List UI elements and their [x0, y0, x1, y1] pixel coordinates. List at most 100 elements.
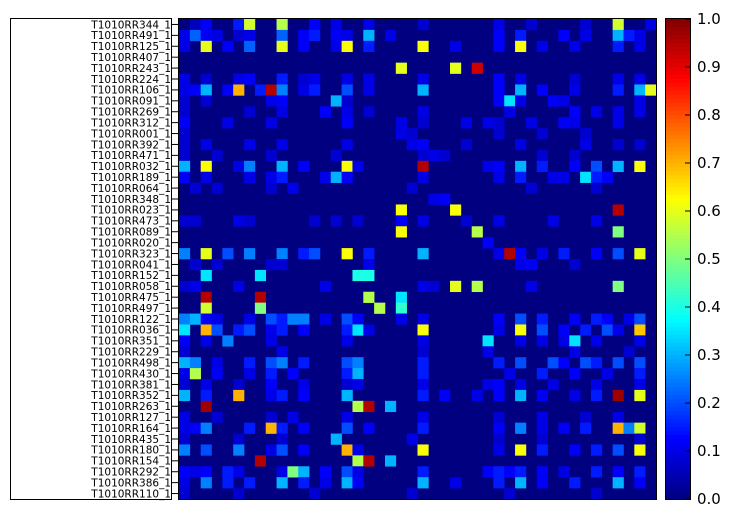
heatmap-cell	[580, 324, 592, 336]
heatmap-cell	[222, 477, 234, 489]
heatmap-cell	[309, 73, 321, 85]
heatmap-cell	[504, 466, 516, 478]
heatmap-cell	[580, 19, 592, 31]
heatmap-cell	[590, 160, 603, 173]
colorbar-segment	[666, 147, 690, 152]
heatmap-cell	[189, 215, 201, 227]
colorbar-segment	[666, 467, 690, 472]
heatmap-cell	[612, 357, 624, 369]
heatmap-cell	[200, 171, 212, 183]
heatmap-cell	[244, 160, 256, 173]
colorbar-segment	[666, 343, 690, 348]
heatmap-cell	[569, 477, 581, 489]
heatmap-cell	[612, 29, 624, 42]
row-label: T1010RR263_1	[90, 401, 171, 413]
heatmap-cell	[200, 84, 212, 96]
heatmap-cell	[536, 411, 548, 423]
heatmap-cell	[515, 29, 527, 42]
heatmap-cell	[515, 40, 527, 53]
heatmap-cell	[590, 215, 603, 227]
heatmap-cell	[341, 411, 353, 423]
colorbar-segment	[666, 335, 690, 340]
heatmap-cell	[222, 117, 234, 129]
heatmap-cell	[189, 422, 201, 434]
colorbar-tick-label: 0.0	[697, 490, 721, 508]
colorbar-segment	[666, 327, 690, 332]
heatmap-cell	[211, 368, 223, 380]
heatmap-cell	[482, 379, 494, 391]
heatmap-cell	[298, 160, 310, 173]
heatmap-cell	[330, 19, 342, 31]
colorbar-segment	[666, 135, 690, 140]
colorbar-segment	[666, 359, 690, 364]
colorbar-segment	[666, 211, 690, 216]
heatmap-cell	[547, 171, 559, 183]
heatmap-cell	[233, 160, 245, 173]
row-label: T1010RR110_1	[90, 488, 171, 500]
colorbar-segment	[666, 271, 690, 276]
heatmap-cell	[179, 149, 191, 162]
heatmap-cell	[298, 84, 310, 96]
heatmap-cell	[330, 433, 342, 445]
heatmap-cell	[536, 433, 548, 445]
colorbar-segment	[666, 419, 690, 424]
colorbar-segment	[666, 39, 690, 44]
heatmap-cell	[493, 466, 505, 478]
heatmap-cell	[558, 357, 570, 369]
heatmap-cell	[417, 149, 429, 162]
heatmap-cell	[601, 171, 613, 183]
heatmap-cell	[590, 389, 603, 402]
heatmap-cell	[450, 62, 462, 74]
heatmap-cell	[612, 84, 624, 96]
colorbar-segment	[666, 51, 690, 56]
heatmap-cell	[287, 411, 299, 423]
colorbar-segment	[666, 483, 690, 488]
heatmap-cell	[493, 248, 505, 260]
heatmap-cell	[395, 291, 407, 303]
heatmap-cell	[558, 29, 570, 42]
colorbar-tick-label: 0.6	[697, 202, 721, 220]
heatmap-cell	[612, 106, 624, 118]
heatmap-cell	[276, 357, 288, 369]
heatmap-cell	[298, 73, 310, 85]
heatmap-cell	[634, 357, 646, 369]
heatmap-cell	[319, 106, 332, 118]
heatmap-cell	[319, 313, 332, 325]
colorbar-segment	[666, 463, 690, 468]
heatmap-cell	[515, 466, 527, 478]
heatmap-cell	[265, 117, 277, 129]
heatmap-cell	[515, 73, 527, 85]
colorbar-segment	[666, 95, 690, 100]
colorbar-segment	[666, 99, 690, 104]
heatmap-cell	[558, 117, 570, 129]
heatmap-cell	[406, 433, 418, 445]
heatmap-cell	[265, 422, 277, 434]
heatmap-cell	[493, 389, 505, 402]
row-label: T1010RR351_1	[90, 336, 171, 348]
heatmap-cell	[265, 335, 277, 347]
heatmap-cell	[341, 95, 353, 107]
heatmap-cell	[211, 411, 223, 423]
heatmap-cell	[634, 379, 646, 391]
heatmap-cell	[352, 357, 364, 369]
heatmap-cell	[309, 29, 321, 42]
heatmap-cell	[179, 379, 191, 391]
colorbar-segment	[666, 307, 690, 312]
heatmap-cell	[200, 95, 212, 107]
heatmap-cell	[309, 488, 321, 500]
row-label: T1010RR471_1	[90, 150, 171, 162]
heatmap-cell	[515, 422, 527, 434]
heatmap-cell	[352, 477, 364, 489]
heatmap-cell	[265, 95, 277, 107]
heatmap-cell	[341, 389, 353, 402]
colorbar-segment	[666, 423, 690, 428]
heatmap-cell	[634, 335, 646, 347]
colorbar-segment	[666, 175, 690, 180]
heatmap-cell	[590, 379, 603, 391]
heatmap-cell	[580, 357, 592, 369]
heatmap-cell	[352, 313, 364, 325]
colorbar-segment	[666, 63, 690, 68]
colorbar-segment	[666, 191, 690, 196]
heatmap-cell	[569, 335, 581, 347]
heatmap-cell	[580, 411, 592, 423]
